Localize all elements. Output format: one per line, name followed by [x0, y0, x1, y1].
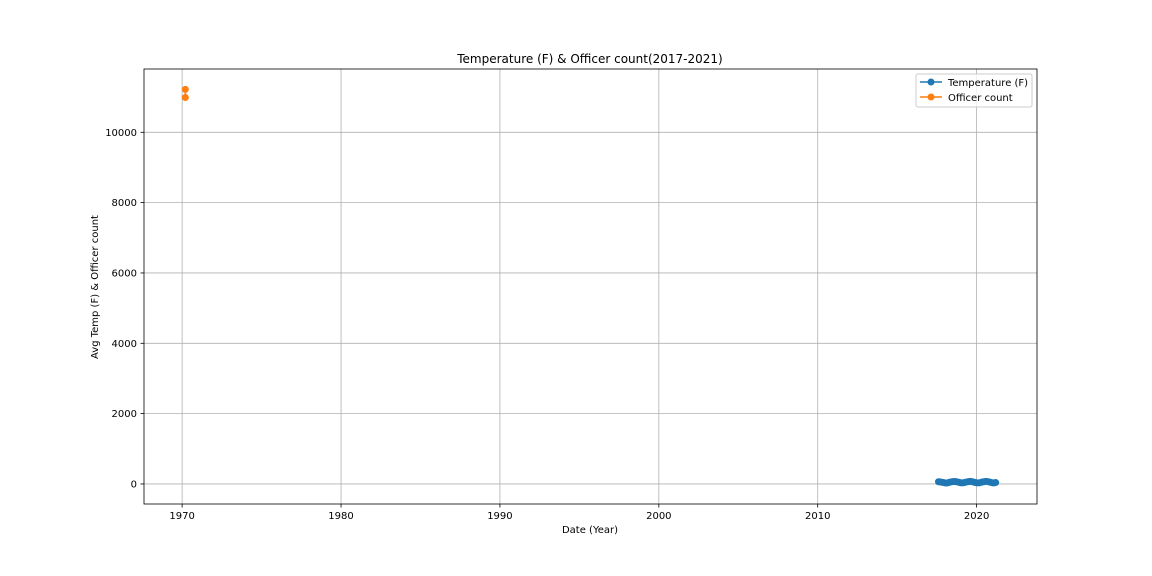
legend-box: [915, 73, 1033, 108]
grid: [144, 69, 1037, 504]
chart-title: Temperature (F) & Officer count(2017-202…: [456, 52, 722, 66]
series-temperature-f: [934, 477, 1000, 487]
y-axis-ticks: 0 2000 4000 6000 8000 10000: [105, 128, 144, 490]
legend-label-officer-count: Officer count: [948, 93, 1013, 104]
series-layer: [181, 85, 1000, 487]
y-tick-label: 10000: [105, 128, 137, 139]
x-tick-label: 2010: [805, 511, 830, 522]
x-tick-label: 1970: [169, 511, 194, 522]
y-tick-label: 0: [131, 479, 137, 490]
y-tick-label: 8000: [112, 198, 137, 209]
x-axis-label: Date (Year): [562, 525, 618, 536]
y-tick-label: 2000: [112, 409, 137, 420]
legend-marker-officer-count: [927, 93, 935, 101]
y-tick-label: 4000: [112, 339, 137, 350]
y-axis-label: Avg Temp (F) & Officer count: [90, 215, 101, 359]
x-tick-label: 2000: [646, 511, 671, 522]
data-point-officer-count: [181, 93, 189, 101]
x-tick-label: 1980: [328, 511, 353, 522]
x-axis-ticks: 1970 1980 1990 2000 2010 2020: [169, 504, 989, 522]
series-officer-count: [181, 85, 189, 101]
legend-marker-temperature: [927, 78, 935, 86]
data-point-temperature-f: [992, 479, 1000, 487]
x-tick-label: 1990: [487, 511, 512, 522]
y-tick-label: 6000: [112, 268, 137, 279]
plot-area: [143, 68, 1038, 505]
x-tick-label: 2020: [964, 511, 989, 522]
legend-label-temperature: Temperature (F): [947, 78, 1028, 89]
data-point-officer-count: [181, 85, 189, 93]
legend: Temperature (F) Officer count: [915, 73, 1033, 108]
